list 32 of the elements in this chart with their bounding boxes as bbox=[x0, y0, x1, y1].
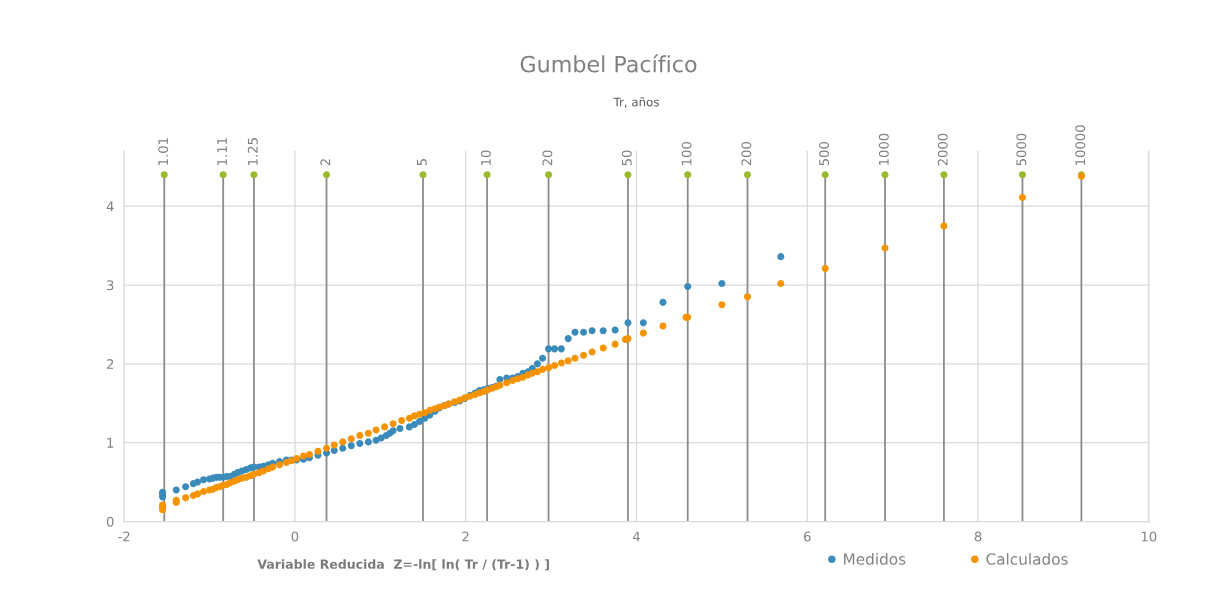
annotation: 5 bbox=[417, 159, 427, 166]
annotation: 1000 bbox=[878, 133, 889, 165]
annotation: 200 bbox=[741, 142, 752, 166]
y-tick-label: 4 bbox=[106, 201, 114, 212]
annotation: 1.25 bbox=[247, 138, 258, 165]
y-tick-label: 2 bbox=[106, 359, 114, 369]
annotation: 10000 bbox=[1075, 125, 1086, 165]
y-tick-label: 3 bbox=[107, 280, 114, 291]
x-tick-label: 10 bbox=[1141, 531, 1157, 542]
annotation: 10 bbox=[480, 150, 491, 165]
annotation: 2000 bbox=[937, 133, 948, 166]
annotation: 2 bbox=[320, 159, 331, 166]
x-tick-label: 0 bbox=[291, 531, 299, 542]
x-tick-label: -2 bbox=[118, 531, 130, 542]
annotation: 1.01 bbox=[158, 138, 169, 165]
annotation: 100 bbox=[681, 142, 692, 165]
x-axis-title: Variable Reducida Z=-ln[ ln( Tr / (Tr-1) ) ] bbox=[257, 559, 549, 571]
chart-title: Gumbel Pacífico bbox=[520, 54, 697, 73]
annotation: 20 bbox=[542, 150, 553, 166]
annotation: 1.11 bbox=[217, 138, 227, 165]
x-tick-label: 8 bbox=[974, 531, 982, 542]
annotation: 5000 bbox=[1016, 133, 1027, 166]
annotation: 500 bbox=[819, 142, 830, 166]
x-tick-label: 2 bbox=[462, 531, 469, 542]
annotation: 50 bbox=[621, 150, 632, 166]
legend-label: Medidos bbox=[844, 553, 906, 565]
legend-label: Calculados bbox=[986, 553, 1068, 565]
chart-subtitle: Tr, años bbox=[613, 97, 659, 108]
x-tick-label: 4 bbox=[632, 531, 640, 542]
y-tick-label: 1 bbox=[107, 438, 114, 448]
y-tick-label: 0 bbox=[106, 516, 114, 527]
x-tick-label: 6 bbox=[804, 531, 811, 542]
